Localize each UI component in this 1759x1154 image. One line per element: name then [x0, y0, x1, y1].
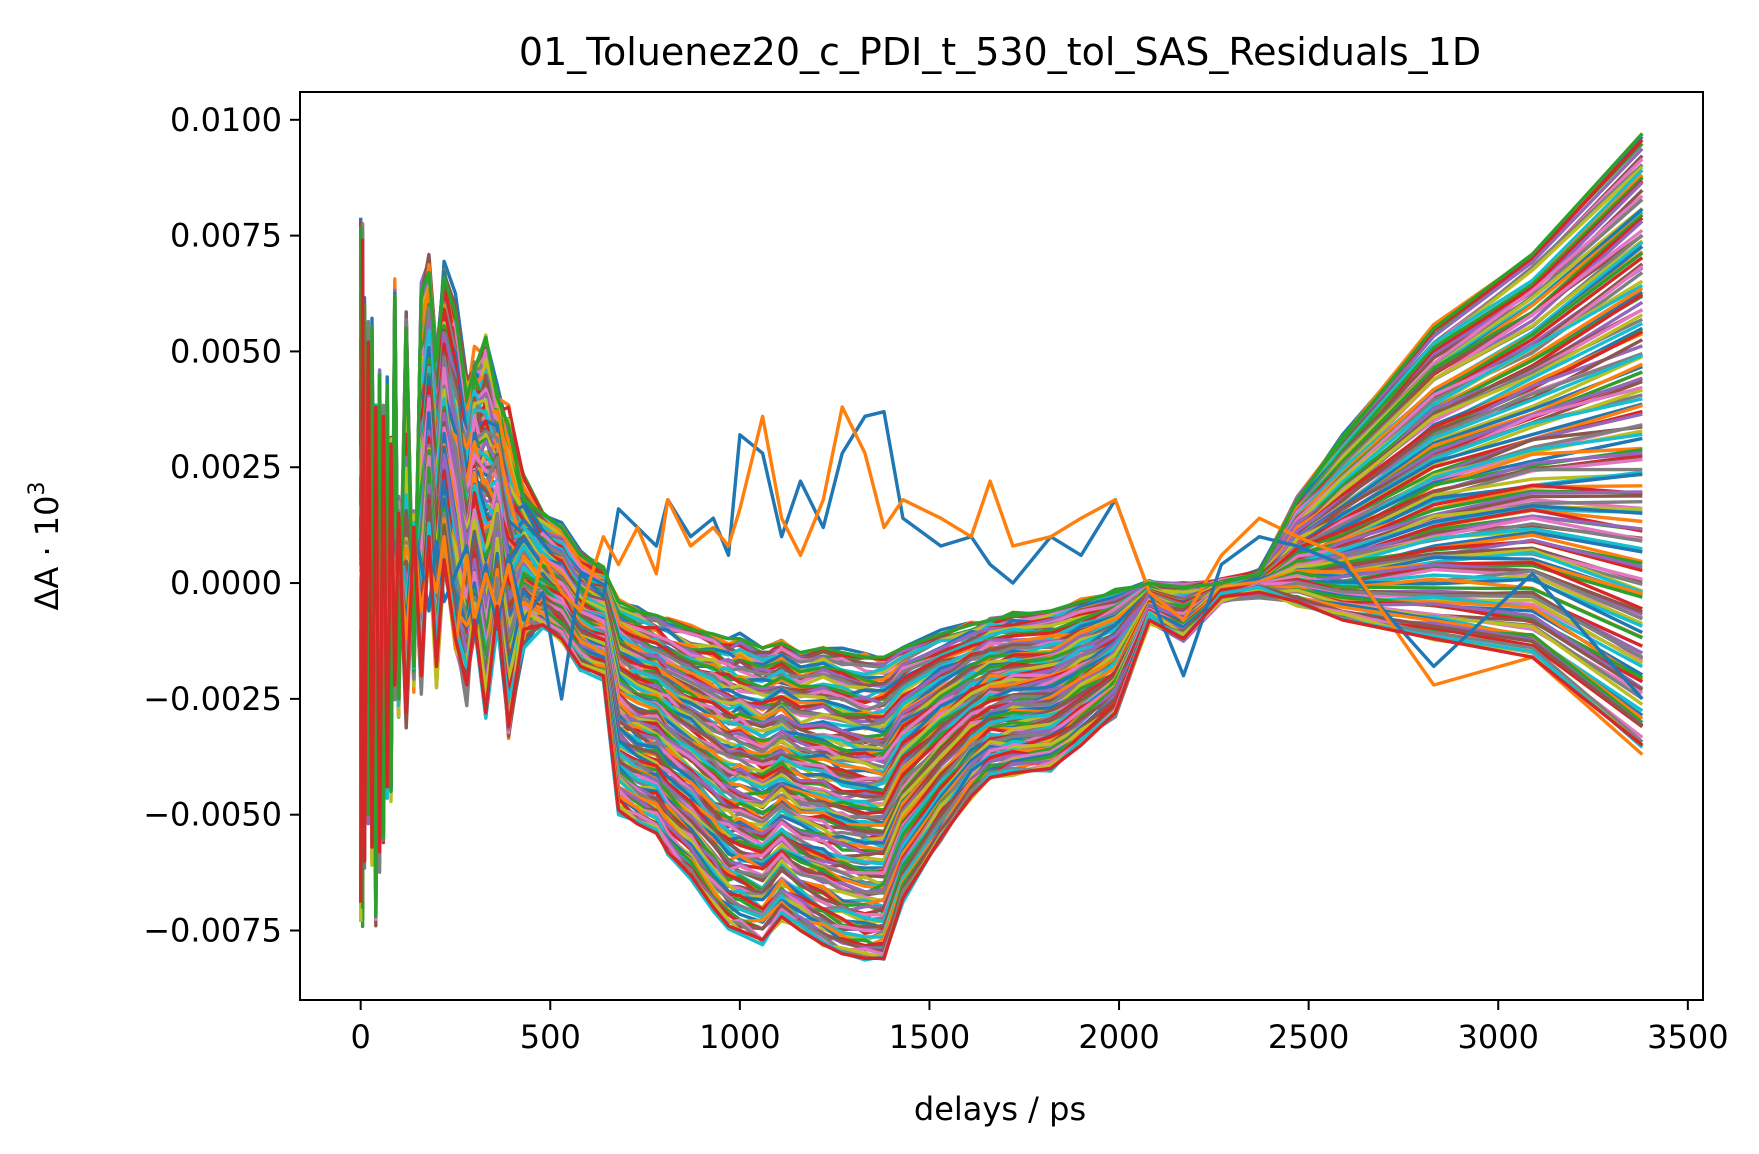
- x-tick-label: 2000: [1078, 1018, 1159, 1056]
- y-tick-label: 0.0000: [170, 564, 282, 602]
- series-line: [359, 238, 1644, 960]
- chart-title: 01_Toluenez20_c_PDI_t_530_tol_SAS_Residu…: [519, 30, 1481, 74]
- series-line: [359, 132, 1644, 919]
- x-tick-label: 3500: [1647, 1018, 1728, 1056]
- y-tick-label: 0.0025: [170, 448, 282, 486]
- y-tick-label: 0.0100: [170, 101, 282, 139]
- y-axis: −0.0075 −0.0050 −0.0025 0.0000 0.0025 0.0050 0…: [143, 101, 300, 950]
- x-tick-label: 2500: [1268, 1018, 1349, 1056]
- x-tick-label: 3000: [1458, 1018, 1539, 1056]
- y-tick-label: 0.0050: [170, 332, 282, 370]
- plot-frame: [299, 91, 1704, 1001]
- x-tick-label: 1500: [889, 1018, 970, 1056]
- y-axis-label-sup: 3: [25, 481, 50, 495]
- x-tick-label: 1000: [699, 1018, 780, 1056]
- y-axis-label-main: ΔA · 10: [28, 495, 66, 610]
- y-tick-label: −0.0075: [143, 912, 282, 950]
- x-axis: 0 500 1000 1500 2000 2500 3000 3500: [350, 1000, 1729, 1056]
- x-tick-label: 500: [520, 1018, 581, 1056]
- y-tick-label: 0.0075: [170, 217, 282, 255]
- y-axis-label: ΔA · 103: [25, 481, 66, 610]
- y-tick-label: −0.0025: [143, 680, 282, 718]
- series-layer: [359, 132, 1644, 962]
- svg-text:ΔA · 103: ΔA · 103: [25, 481, 66, 610]
- y-tick-label: −0.0050: [143, 796, 282, 834]
- x-axis-label: delays / ps: [914, 1090, 1086, 1128]
- x-tick-label: 0: [350, 1018, 370, 1056]
